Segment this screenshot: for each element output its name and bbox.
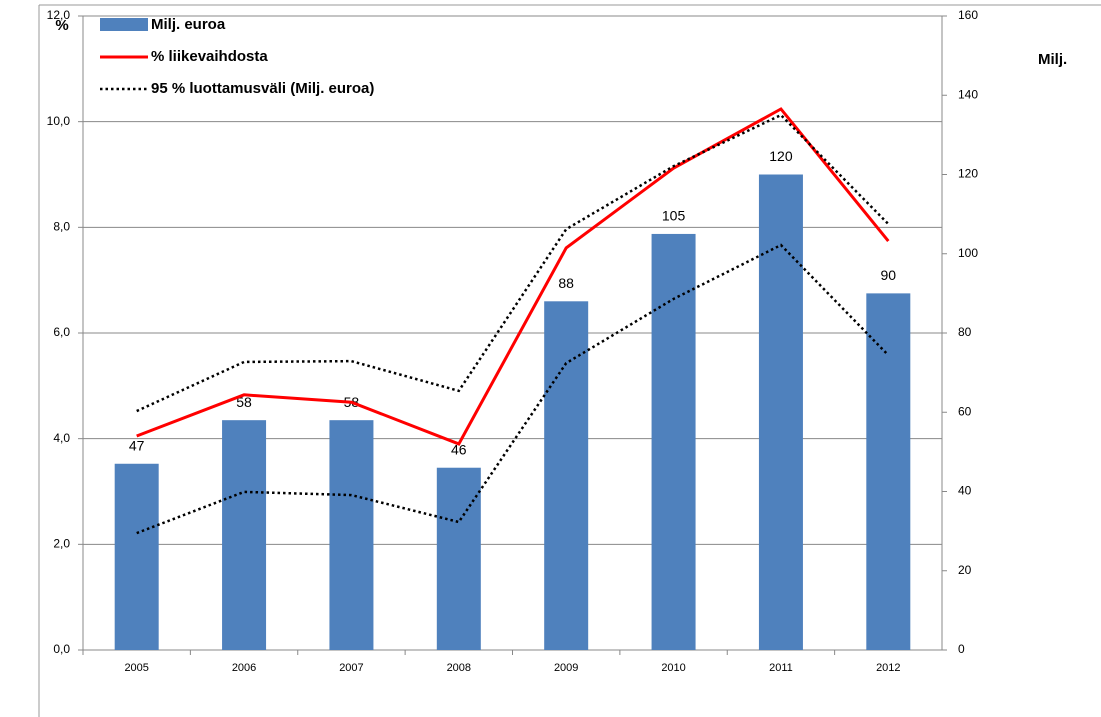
x-tick-label: 2006: [232, 662, 256, 674]
x-tick-label: 2007: [339, 662, 363, 674]
y-axis-title: %: [55, 17, 68, 34]
bar: [544, 301, 589, 650]
bar: [866, 293, 911, 650]
y2-tick-label: 40: [958, 484, 972, 498]
legend-label: % liikevaihdosta: [151, 48, 268, 65]
x-tick-label: 2009: [554, 662, 578, 674]
x-tick-label: 2005: [124, 662, 148, 674]
y2-tick-label: 160: [958, 8, 978, 22]
bar: [114, 463, 159, 650]
y-tick-label: 8,0: [53, 220, 70, 234]
legend-label: 95 % luottamusväli (Milj. euroa): [151, 80, 374, 97]
y2-tick-label: 100: [958, 246, 978, 260]
y2-tick-label: 80: [958, 325, 972, 339]
bar: [222, 420, 267, 650]
x-tick-label: 2010: [661, 662, 685, 674]
y-tick-label: 4,0: [53, 431, 70, 445]
legend-label: Milj. euroa: [151, 16, 226, 33]
data-label: 120: [769, 148, 793, 164]
x-tick-label: 2008: [447, 662, 471, 674]
data-label: 46: [451, 441, 467, 457]
bar: [329, 420, 374, 650]
y2-tick-label: 120: [958, 167, 978, 181]
data-label: 90: [881, 267, 897, 283]
x-tick-label: 2011: [769, 662, 793, 674]
y-tick-label: 2,0: [53, 537, 70, 551]
line: [136, 107, 890, 446]
data-label: 47: [129, 437, 145, 453]
y-tick-label: 0,0: [53, 642, 70, 656]
bar: [758, 174, 803, 650]
interval-upper: [136, 113, 890, 413]
y-tick-label: 6,0: [53, 325, 70, 339]
legend-swatch: [100, 18, 148, 31]
y2-axis-title: Milj.: [1038, 51, 1067, 68]
y2-tick-label: 60: [958, 404, 972, 418]
y2-tick-label: 0: [958, 642, 965, 656]
y2-tick-label: 20: [958, 563, 972, 577]
y-tick-label: 10,0: [47, 114, 71, 128]
y2-tick-label: 140: [958, 87, 978, 101]
interval-lower: [136, 243, 890, 535]
data-label: 105: [662, 208, 686, 224]
y-tick-label: 12,0: [47, 8, 71, 22]
bar: [436, 467, 481, 650]
bar: [651, 233, 696, 650]
data-label: 88: [558, 275, 574, 291]
x-tick-label: 2012: [876, 662, 900, 674]
